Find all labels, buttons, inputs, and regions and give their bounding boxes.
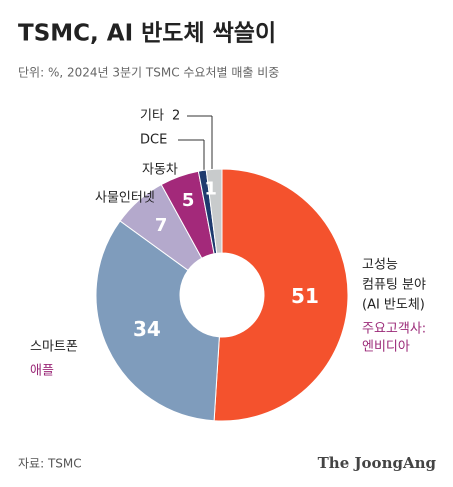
category-label: DCE [140,133,167,148]
chart-title: TSMC, AI 반도체 싹쓸이 [18,21,276,47]
category-label: 기타 [140,109,164,124]
source: 자료: TSMC [18,457,82,471]
customer-label: 애플 [30,364,54,379]
category-label: 컴퓨팅 분야 [362,278,426,293]
value-label: 1 [204,179,217,200]
slice [213,168,349,422]
logo: The JoongAng [318,454,437,472]
slice [95,220,220,422]
customer-label: 주요고객사: [362,322,426,337]
category-label: (AI 반도체) [362,298,425,313]
category-label: 스마트폰 [30,340,78,355]
chart-subtitle: 단위: %, 2024년 3분기 TSMC 수요처별 매출 비중 [18,66,279,80]
category-label: 자동차 [142,163,178,178]
value-label: 2 [172,109,180,124]
category-label: 사물인터넷 [95,191,155,206]
value-label: 7 [155,215,168,236]
value-label: 34 [133,317,161,341]
customer-label: 엔비디아 [362,340,410,355]
value-label: 5 [182,190,195,211]
category-label: 고성능 [362,258,398,273]
slice [205,168,223,254]
value-label: 51 [291,284,319,308]
